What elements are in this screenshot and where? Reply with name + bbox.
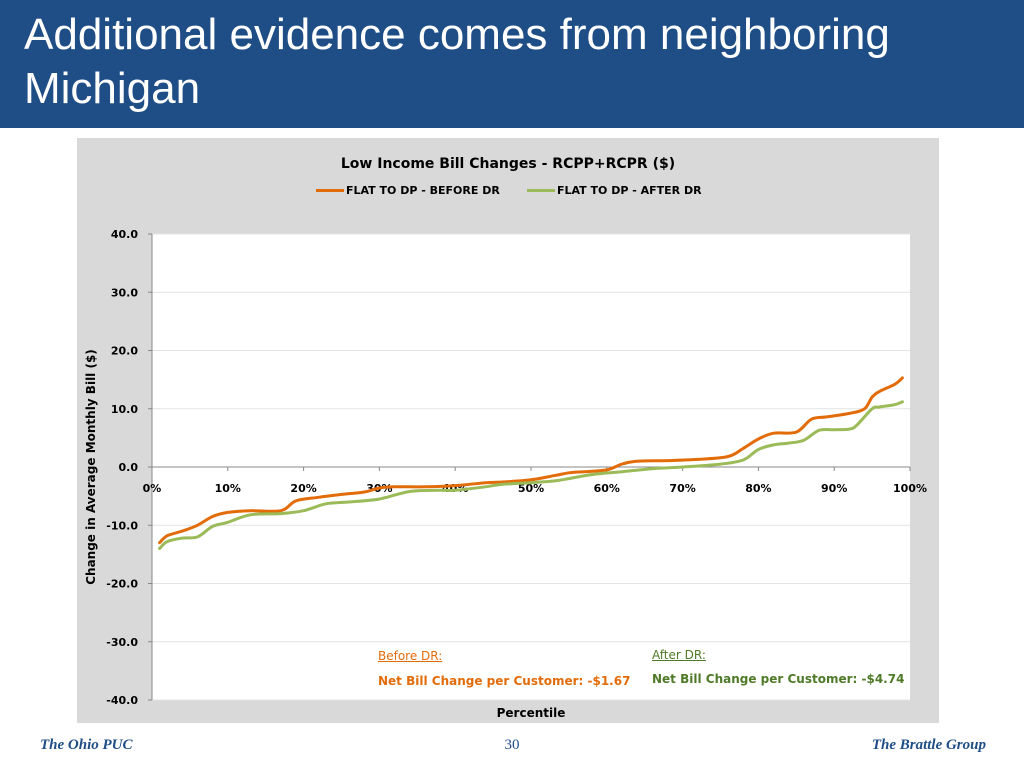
- x-tick-label: 0%: [143, 482, 162, 495]
- x-tick-label: 70%: [669, 482, 695, 495]
- after-dr-label: After DR:: [652, 648, 706, 662]
- y-tick-label: -30.0: [106, 636, 138, 649]
- slide-title: Additional evidence comes from neighbori…: [24, 10, 890, 113]
- series-line-after-dr: [158, 400, 904, 550]
- y-tick-label: 0.0: [119, 461, 139, 474]
- footer-organization: The Ohio PUC: [40, 737, 133, 753]
- y-tick-label: 10.0: [111, 403, 138, 416]
- y-tick-label: -40.0: [106, 694, 138, 707]
- legend-swatch-after-dr: [527, 189, 555, 192]
- y-tick-label: 40.0: [111, 228, 138, 241]
- x-tick-label: 80%: [745, 482, 771, 495]
- legend-label-before-dr: FLAT TO DP - BEFORE DR: [346, 184, 500, 197]
- before-dr-net-change: Net Bill Change per Customer: -$1.67: [378, 674, 631, 688]
- legend-item-before-dr: FLAT TO DP - BEFORE DR: [316, 184, 500, 197]
- chart-title: Low Income Bill Changes - RCPP+RCPR ($): [340, 156, 676, 172]
- x-tick-label: 20%: [290, 482, 316, 495]
- slide-header: Additional evidence comes from neighbori…: [0, 0, 1024, 128]
- y-axis-label: Change in Average Monthly Bill ($): [84, 349, 98, 585]
- x-tick-label: 100%: [893, 482, 927, 495]
- after-dr-net-change: Net Bill Change per Customer: -$4.74: [652, 672, 905, 686]
- series-line-before-dr: [158, 376, 904, 545]
- legend-item-after-dr: FLAT TO DP - AFTER DR: [527, 184, 702, 197]
- x-tick-label: 10%: [215, 482, 241, 495]
- y-tick-label: 30.0: [111, 286, 138, 299]
- x-tick-label: 60%: [594, 482, 620, 495]
- y-tick-label: -20.0: [106, 578, 138, 591]
- x-tick-label: 90%: [821, 482, 847, 495]
- before-dr-label: Before DR:: [378, 649, 443, 663]
- y-tick-label: 20.0: [111, 345, 138, 358]
- footer-company: The Brattle Group: [871, 737, 986, 753]
- x-axis-label: Percentile: [497, 706, 566, 720]
- x-tick-label: 50%: [518, 482, 544, 495]
- y-tick-label: -10.0: [106, 519, 138, 532]
- legend-label-after-dr: FLAT TO DP - AFTER DR: [557, 184, 702, 197]
- page-number: 30: [504, 737, 520, 753]
- chart-legend: FLAT TO DP - BEFORE DR FLAT TO DP - AFTE…: [0, 184, 1024, 200]
- legend-swatch-before-dr: [316, 189, 344, 192]
